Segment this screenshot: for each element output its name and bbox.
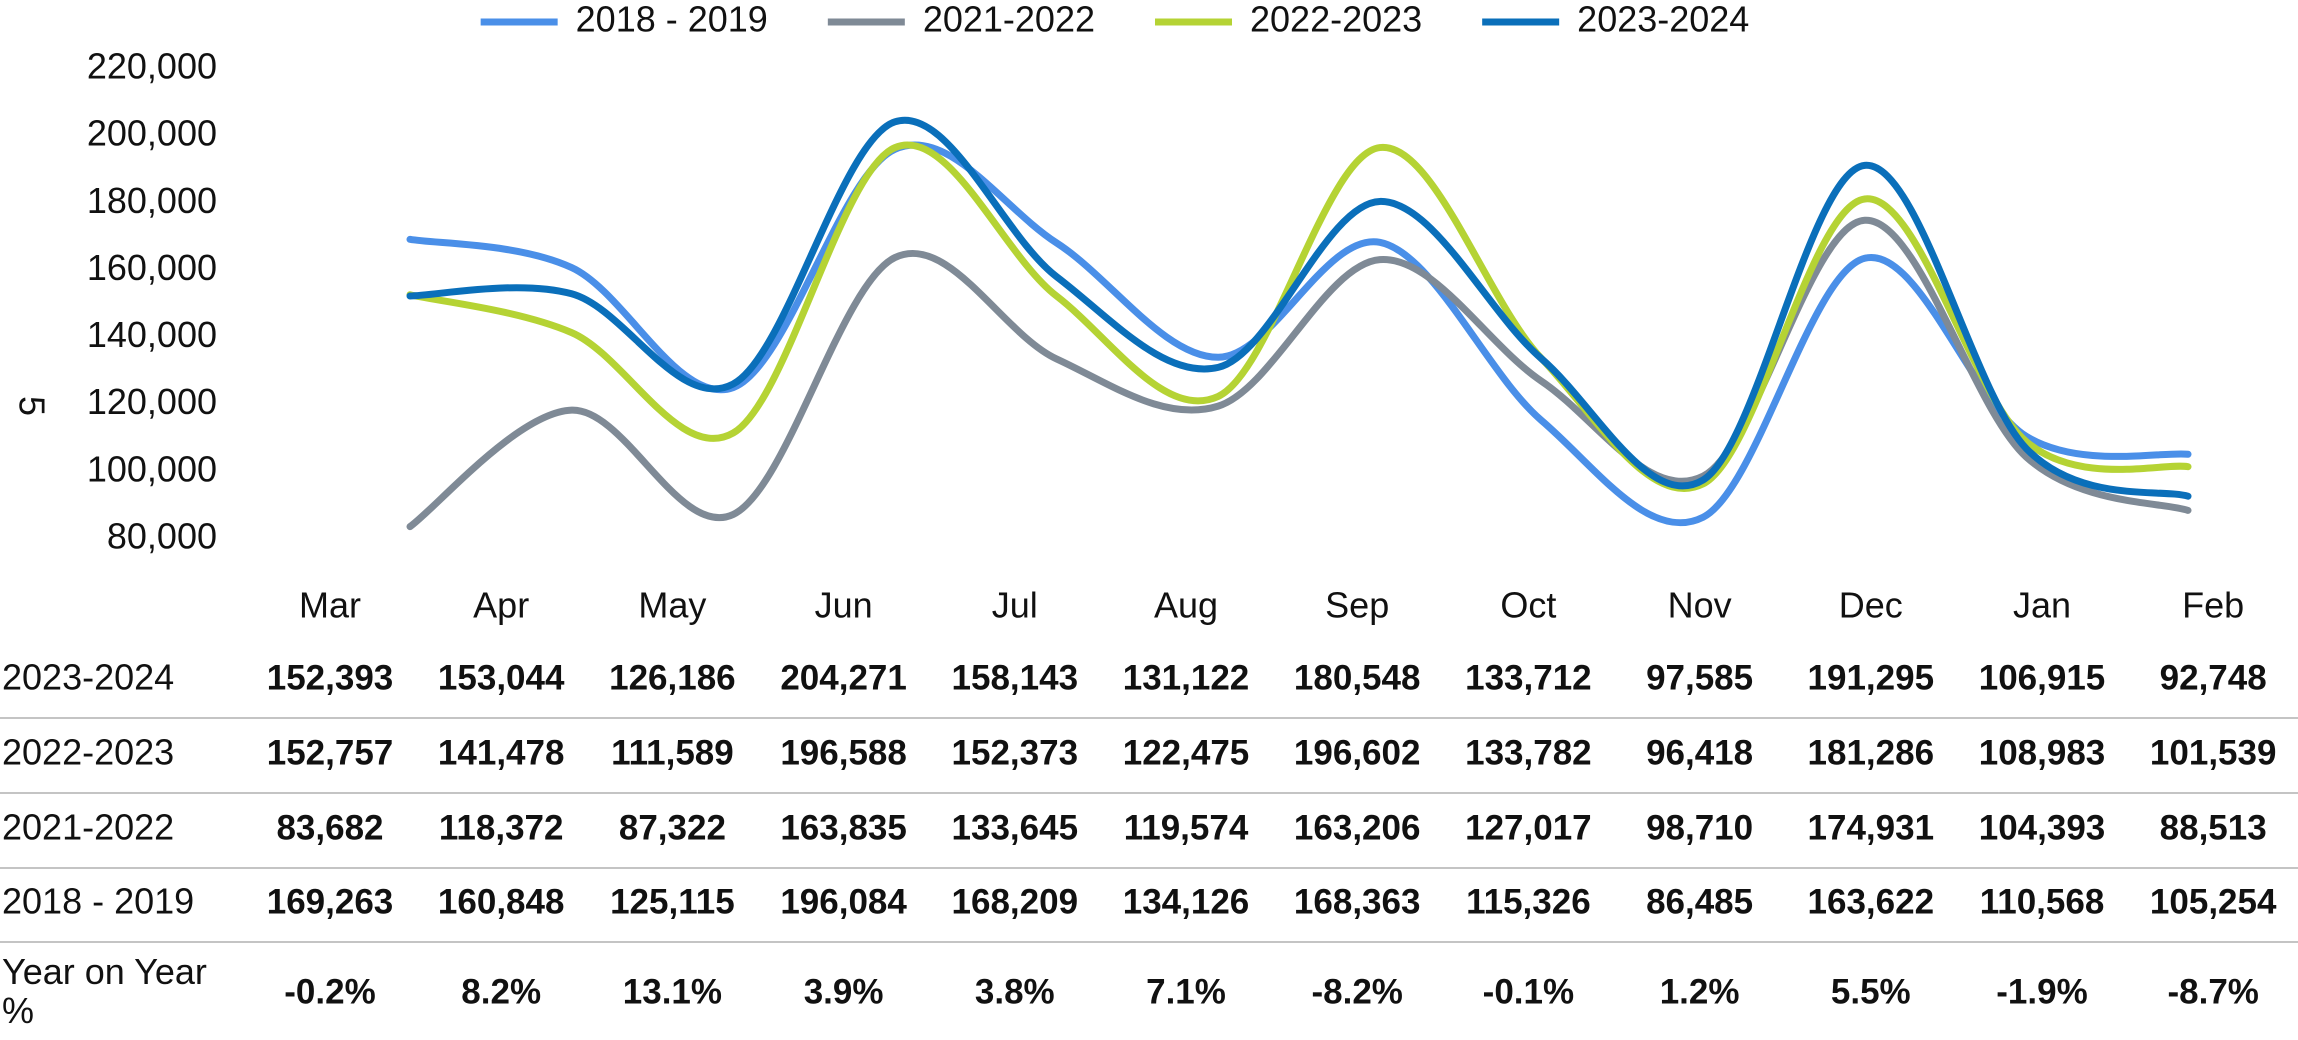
series-line xyxy=(406,116,2192,500)
yoy-value: 1.2% xyxy=(1660,972,1740,1011)
x-tick-label: Apr xyxy=(473,585,529,626)
table-value: 160,848 xyxy=(438,882,565,921)
yoy-value: -1.9% xyxy=(1996,972,2087,1011)
row-label: 2021-2022 xyxy=(2,807,174,848)
table-value: 152,373 xyxy=(952,733,1079,772)
table-value: 86,485 xyxy=(1646,882,1753,921)
table-value: 92,748 xyxy=(2160,658,2267,697)
yoy-value: 3.9% xyxy=(804,972,884,1011)
table-value: 118,372 xyxy=(439,808,564,847)
y-tick-label: 120,000 xyxy=(87,381,217,422)
x-tick-label: May xyxy=(638,585,706,626)
table-value: 169,263 xyxy=(267,882,394,921)
yoy-value: -0.1% xyxy=(1483,972,1574,1011)
y-tick-label: 100,000 xyxy=(87,448,217,489)
table-value: 88,513 xyxy=(2160,808,2267,847)
yoy-value: -0.2% xyxy=(284,972,375,1011)
x-tick-label: Jan xyxy=(2013,585,2071,626)
table-value: 196,588 xyxy=(780,733,907,772)
table-value: 180,548 xyxy=(1294,658,1421,697)
table-value: 204,271 xyxy=(780,658,907,697)
table-value: 98,710 xyxy=(1646,808,1753,847)
table-value: 196,602 xyxy=(1294,733,1421,772)
x-tick-label: Oct xyxy=(1500,585,1556,626)
legend-label: 2023-2024 xyxy=(1577,0,1749,40)
series-line xyxy=(406,216,2192,531)
table-value: 115,326 xyxy=(1466,882,1591,921)
table-value: 104,393 xyxy=(1979,808,2106,847)
table-value: 134,126 xyxy=(1123,882,1250,921)
y-axis-label: 5 xyxy=(11,396,52,416)
table-value: 101,539 xyxy=(2150,733,2277,772)
table-value: 125,115 xyxy=(610,882,735,921)
legend-label: 2022-2023 xyxy=(1250,0,1422,40)
x-tick-label: Dec xyxy=(1839,585,1903,626)
table-value: 106,915 xyxy=(1979,658,2106,697)
y-tick-label: 220,000 xyxy=(87,46,217,87)
x-tick-label: Aug xyxy=(1154,585,1218,626)
yoy-value: -8.7% xyxy=(2167,972,2258,1011)
table-value: 196,084 xyxy=(780,882,907,921)
table-value: 133,645 xyxy=(952,808,1079,847)
table-value: 174,931 xyxy=(1808,808,1935,847)
table-value: 110,568 xyxy=(1980,882,2105,921)
yoy-row-label: Year on Year % xyxy=(2,951,207,1031)
table-value: 127,017 xyxy=(1465,808,1592,847)
yoy-value: 5.5% xyxy=(1831,972,1911,1011)
table-value: 163,206 xyxy=(1294,808,1421,847)
x-tick-label: Jun xyxy=(815,585,873,626)
y-tick-label: 160,000 xyxy=(87,247,217,288)
row-label: 2018 - 2019 xyxy=(2,881,194,922)
table-value: 87,322 xyxy=(619,808,726,847)
table-value: 83,682 xyxy=(276,808,383,847)
table-value: 163,835 xyxy=(780,808,907,847)
table-value: 97,585 xyxy=(1646,658,1753,697)
row-label: 2023-2024 xyxy=(2,657,174,698)
table-value: 119,574 xyxy=(1124,808,1249,847)
table-value: 108,983 xyxy=(1979,733,2106,772)
yoy-value: 8.2% xyxy=(461,972,541,1011)
y-tick-label: 140,000 xyxy=(87,314,217,355)
table-value: 152,393 xyxy=(267,658,394,697)
legend-label: 2018 - 2019 xyxy=(576,0,768,40)
table-value: 111,589 xyxy=(611,733,734,772)
yoy-value: 13.1% xyxy=(623,972,722,1011)
yoy-value: -8.2% xyxy=(1311,972,1402,1011)
table-value: 163,622 xyxy=(1808,882,1935,921)
table-value: 152,757 xyxy=(267,733,394,772)
table-value: 105,254 xyxy=(2150,882,2277,921)
yoy-value: 7.1% xyxy=(1146,972,1226,1011)
table-value: 96,418 xyxy=(1646,733,1753,772)
y-tick-label: 200,000 xyxy=(87,113,217,154)
row-label: 2022-2023 xyxy=(2,732,174,773)
table-value: 126,186 xyxy=(609,658,736,697)
x-tick-label: Nov xyxy=(1668,585,1732,626)
table-value: 168,209 xyxy=(952,882,1079,921)
table-value: 133,712 xyxy=(1465,658,1592,697)
series-line xyxy=(406,141,2192,492)
x-tick-label: Feb xyxy=(2182,585,2244,626)
x-tick-label: Jul xyxy=(992,585,1038,626)
table-value: 168,363 xyxy=(1294,882,1421,921)
x-tick-label: Sep xyxy=(1325,585,1389,626)
table-value: 153,044 xyxy=(438,658,565,697)
table-value: 141,478 xyxy=(438,733,565,772)
x-tick-label: Mar xyxy=(299,585,361,626)
table-value: 191,295 xyxy=(1808,658,1935,697)
table-value: 131,122 xyxy=(1123,658,1250,697)
table-value: 181,286 xyxy=(1808,733,1935,772)
table-value: 133,782 xyxy=(1465,733,1592,772)
yoy-value: 3.8% xyxy=(975,972,1055,1011)
y-tick-label: 80,000 xyxy=(107,516,217,557)
legend-label: 2021-2022 xyxy=(923,0,1095,40)
table-value: 158,143 xyxy=(952,658,1079,697)
table-value: 122,475 xyxy=(1123,733,1250,772)
y-tick-label: 180,000 xyxy=(87,180,217,221)
